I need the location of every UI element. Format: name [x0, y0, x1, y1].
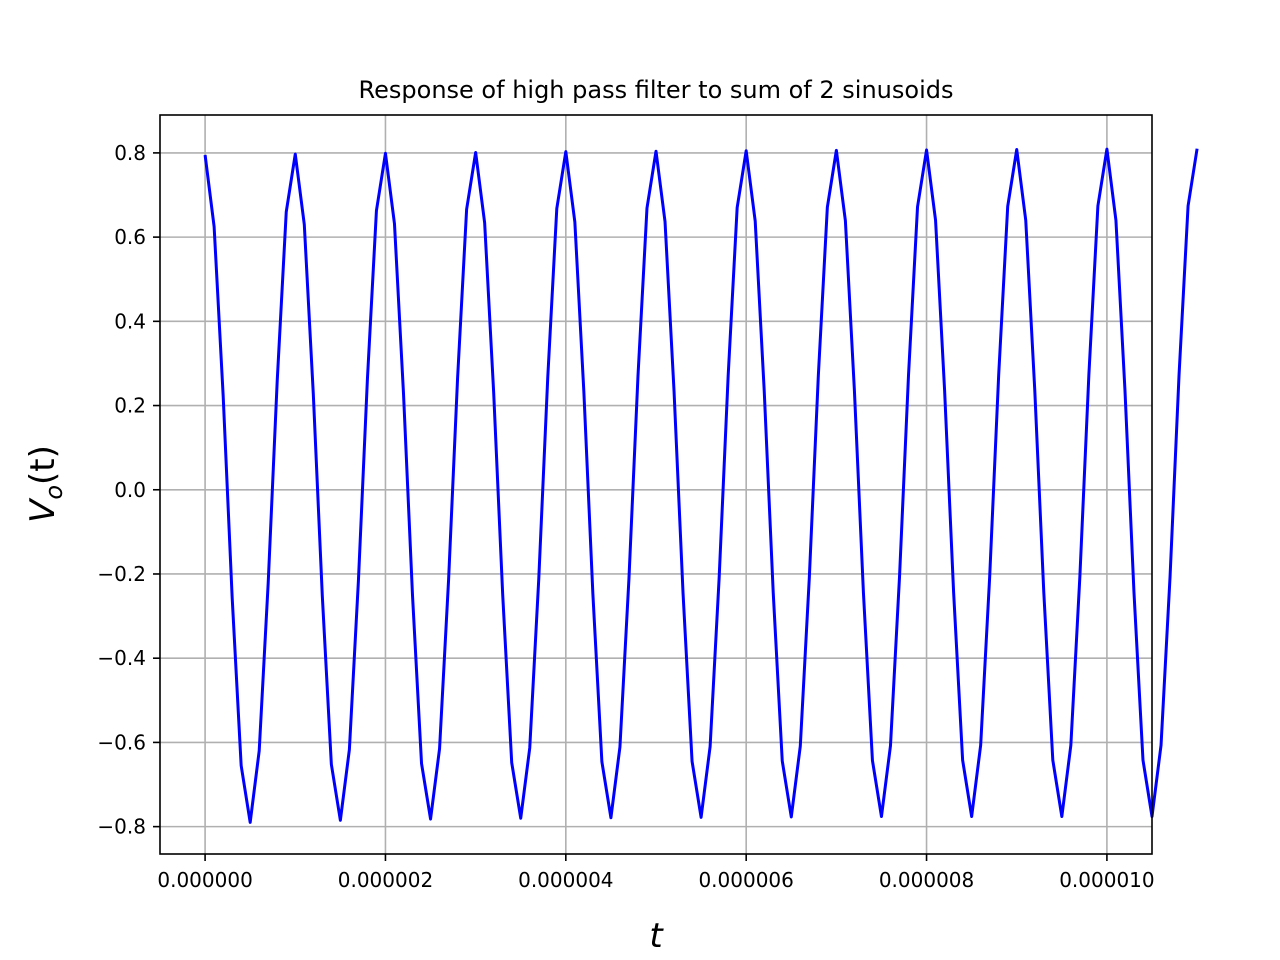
series-line [203, 147, 1199, 824]
y-tick-label: 0.2 [114, 394, 146, 418]
x-tick-label: 0.000006 [698, 868, 793, 892]
x-tick-label: 0.000010 [1059, 868, 1154, 892]
y-tick-label: −0.2 [97, 562, 146, 586]
y-tick-label: −0.8 [97, 815, 146, 839]
x-tick-label: 0.000008 [879, 868, 974, 892]
y-tick-label: 0.8 [114, 141, 146, 165]
chart-title: Response of high pass filter to sum of 2… [359, 76, 954, 104]
y-axis-label-main: V [23, 497, 63, 523]
axis-ticks: 0.000000 0.000002 0.000004 0.000006 0.000008… [97, 141, 1154, 892]
y-axis-label: Vo(t) [23, 445, 68, 523]
y-tick-label: 0.4 [114, 309, 146, 333]
x-tick-label: 0.000004 [518, 868, 613, 892]
x-axis-label: t [649, 916, 664, 956]
y-tick-label: −0.6 [97, 730, 146, 754]
y-tick-label: 0.0 [114, 478, 146, 502]
y-axis-label-subscript: o [40, 485, 68, 500]
grid [160, 115, 1152, 854]
y-tick-label: 0.6 [114, 225, 146, 249]
plot-area [203, 147, 1199, 824]
axes-frame [159, 114, 1153, 855]
y-tick-label: −0.4 [97, 646, 146, 670]
y-axis-label-suffix: (t) [23, 445, 63, 485]
x-tick-label: 0.000002 [338, 868, 433, 892]
x-tick-label: 0.000000 [157, 868, 252, 892]
